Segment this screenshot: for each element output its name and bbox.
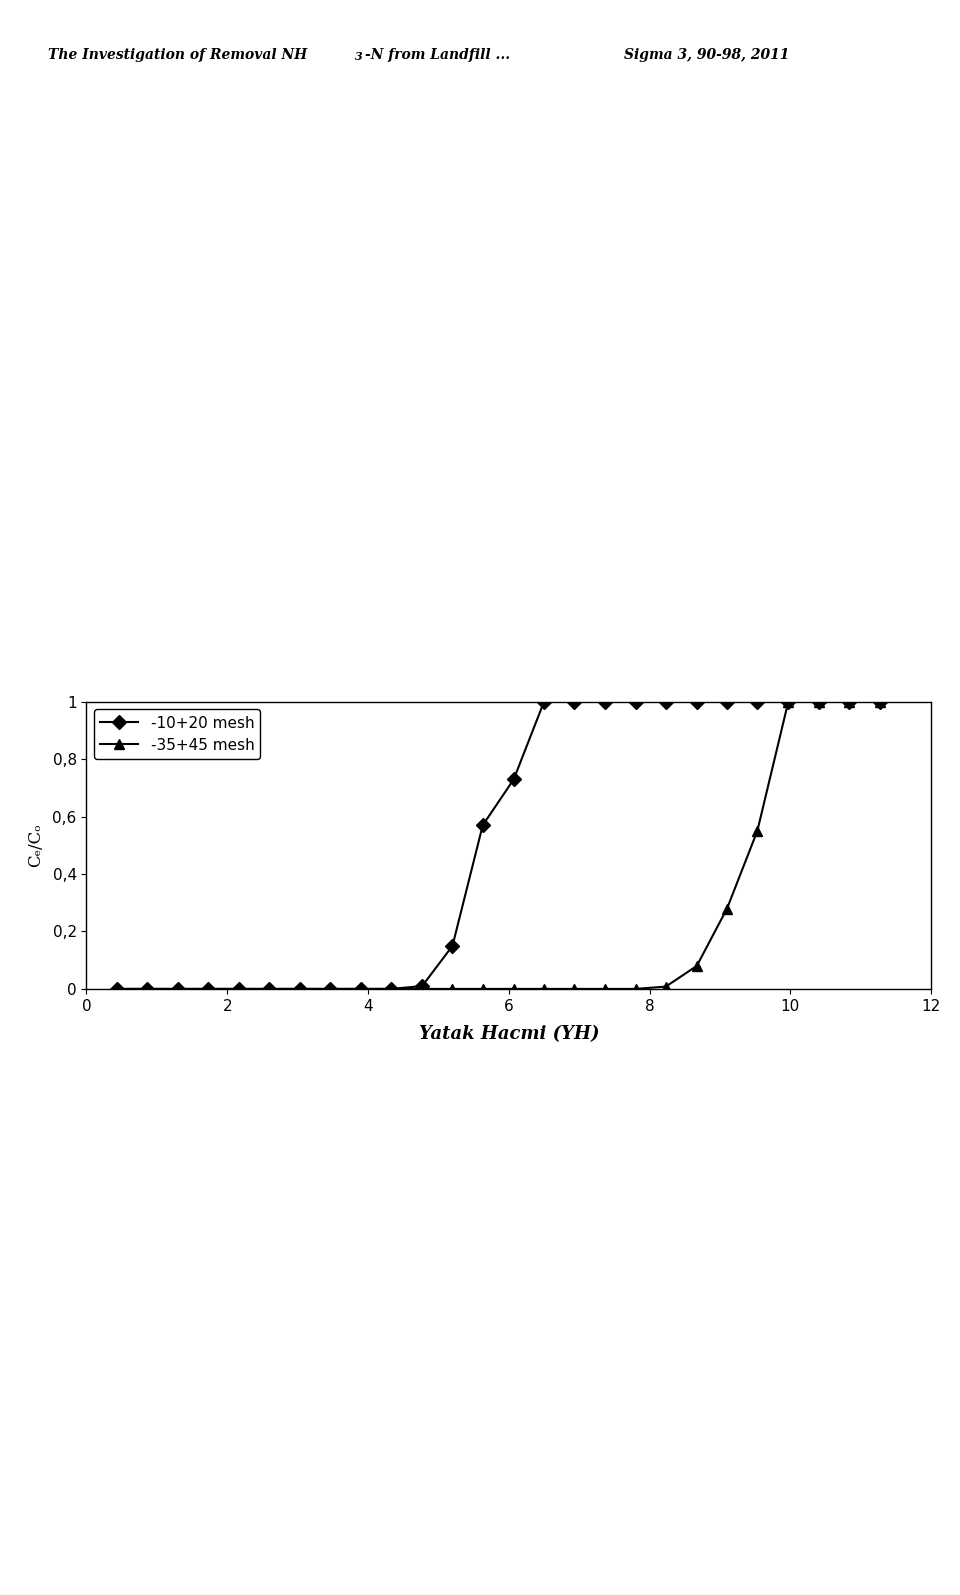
-35+45 mesh xyxy=(691,957,703,976)
Text: 3: 3 xyxy=(355,51,363,62)
-10+20 mesh xyxy=(264,979,276,998)
-10+20 mesh xyxy=(691,692,703,711)
-10+20 mesh xyxy=(874,692,885,711)
-35+45 mesh xyxy=(417,979,428,998)
-35+45 mesh xyxy=(568,979,580,998)
-10+20 mesh xyxy=(508,770,519,790)
-10+20 mesh xyxy=(782,692,794,711)
Line: -10+20 mesh: -10+20 mesh xyxy=(111,697,885,994)
-10+20 mesh xyxy=(324,979,336,998)
-35+45 mesh xyxy=(446,979,458,998)
-35+45 mesh xyxy=(660,978,672,997)
-35+45 mesh xyxy=(386,979,397,998)
-10+20 mesh xyxy=(599,692,611,711)
Text: The Investigation of Removal NH: The Investigation of Removal NH xyxy=(48,48,307,62)
-10+20 mesh xyxy=(203,979,214,998)
-35+45 mesh xyxy=(843,692,854,711)
Y-axis label: Cₑ/Cₒ: Cₑ/Cₒ xyxy=(27,823,44,868)
-10+20 mesh xyxy=(721,692,732,711)
-35+45 mesh xyxy=(264,979,276,998)
-10+20 mesh xyxy=(417,976,428,995)
-35+45 mesh xyxy=(203,979,214,998)
-10+20 mesh xyxy=(843,692,854,711)
Text: -N from Landfill ...: -N from Landfill ... xyxy=(365,48,510,62)
-10+20 mesh xyxy=(355,979,367,998)
-35+45 mesh xyxy=(508,979,519,998)
-10+20 mesh xyxy=(752,692,763,711)
-35+45 mesh xyxy=(355,979,367,998)
-10+20 mesh xyxy=(294,979,305,998)
-35+45 mesh xyxy=(111,979,123,998)
-35+45 mesh xyxy=(630,979,641,998)
X-axis label: Yatak Hacmi (YH): Yatak Hacmi (YH) xyxy=(419,1024,599,1043)
-10+20 mesh xyxy=(813,692,825,711)
-35+45 mesh xyxy=(233,979,245,998)
-35+45 mesh xyxy=(599,979,611,998)
-10+20 mesh xyxy=(539,692,550,711)
-10+20 mesh xyxy=(233,979,245,998)
-35+45 mesh xyxy=(813,692,825,711)
Text: Sigma 3, 90-98, 2011: Sigma 3, 90-98, 2011 xyxy=(624,48,789,62)
-35+45 mesh xyxy=(477,979,489,998)
-10+20 mesh xyxy=(111,979,123,998)
-10+20 mesh xyxy=(172,979,183,998)
-35+45 mesh xyxy=(539,979,550,998)
-10+20 mesh xyxy=(630,692,641,711)
-35+45 mesh xyxy=(721,900,732,919)
-35+45 mesh xyxy=(294,979,305,998)
-10+20 mesh xyxy=(141,979,153,998)
-35+45 mesh xyxy=(874,692,885,711)
-35+45 mesh xyxy=(141,979,153,998)
-10+20 mesh xyxy=(568,692,580,711)
-10+20 mesh xyxy=(446,936,458,955)
-10+20 mesh xyxy=(660,692,672,711)
-35+45 mesh xyxy=(324,979,336,998)
-35+45 mesh xyxy=(752,821,763,841)
-35+45 mesh xyxy=(782,692,794,711)
-35+45 mesh xyxy=(172,979,183,998)
-10+20 mesh xyxy=(386,979,397,998)
Line: -35+45 mesh: -35+45 mesh xyxy=(111,697,885,994)
-10+20 mesh xyxy=(477,815,489,834)
Legend: -10+20 mesh, -35+45 mesh: -10+20 mesh, -35+45 mesh xyxy=(94,710,260,759)
